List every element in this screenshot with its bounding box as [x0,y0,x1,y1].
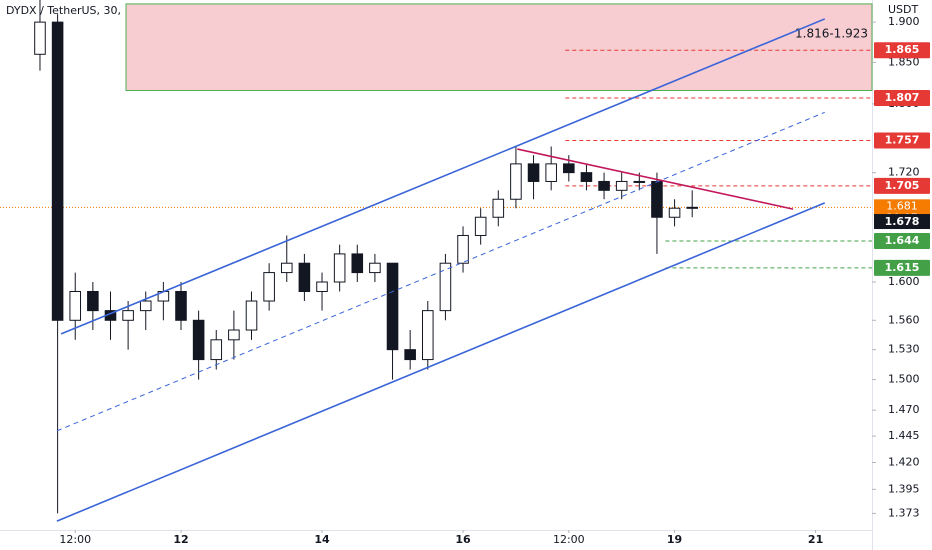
y-tick-label: 1.373 [888,506,920,519]
candle-body [510,163,522,200]
y-tick-label: 1.470 [888,403,920,416]
y-tick-label: 1.560 [888,313,920,326]
y-tick-label: 1.600 [888,275,920,288]
candle-body [316,281,328,292]
level-badge-label: 1.807 [885,91,920,104]
price-badge-label: 1.681 [886,199,918,212]
level-badge [874,90,930,107]
candle-body [474,216,487,236]
candle-body [298,262,311,292]
y-tick-label: 1.500 [888,373,920,386]
candle-body [615,180,628,191]
y-tick-label: 1.395 [888,482,920,495]
candle-body [333,253,346,283]
candle-body [263,272,275,302]
candle-body [51,21,64,321]
candle-body [580,172,593,182]
candle-body [351,253,364,274]
candle-body [404,349,416,361]
level-badge [874,42,930,59]
candle-body [228,329,240,341]
trendline [60,18,826,335]
level-badge-label: 1.757 [885,133,920,146]
candle-body [139,300,152,312]
x-tick-label: 12:00 [553,533,585,546]
zone-label: 1.816-1.923 [795,26,868,40]
candle-body [210,339,223,361]
candle-body [34,21,46,55]
trendline [56,111,825,432]
x-tick-label: 21 [808,533,823,546]
level-badge [874,232,930,249]
candle-body [175,290,187,321]
candle-body [545,163,557,182]
candle-body [421,310,434,361]
y-tick-label: 1.850 [888,55,920,68]
candle-body [492,198,505,218]
candle-body [192,319,205,361]
candle-body [686,206,698,209]
candle-body [633,180,646,183]
candle-body [245,300,258,331]
y-tick-label: 1.445 [888,429,920,442]
y-tick-label: 1.720 [888,166,920,179]
level-badge [874,177,930,194]
x-tick-label: 12 [173,533,188,546]
candle-body [122,310,134,321]
candle-body [651,180,663,218]
y-tick-label: 1.420 [888,455,920,468]
marker-badge-label: 1.678 [885,215,920,228]
candle-body [563,163,575,174]
candle-body [386,262,399,351]
level-badge-label: 1.865 [885,43,920,56]
x-tick-label: 14 [314,533,330,546]
candle-body [527,163,540,182]
level-badge-label: 1.644 [885,234,920,247]
y-tick-label: 1.530 [888,343,920,356]
candle-body [369,262,381,274]
candle-body [598,180,610,191]
x-tick-label: 12:00 [59,533,91,546]
axis-unit: USDT [888,3,919,16]
level-badge-label: 1.615 [885,261,920,274]
candle-body [439,262,452,312]
zone [125,3,873,92]
x-tick-label: 16 [455,533,471,546]
candle-body [457,234,469,264]
level-badge-label: 1.705 [885,179,920,192]
candle-body [69,290,82,321]
level-badge [874,259,930,276]
marker-badge [874,214,930,230]
level-badge [874,132,930,149]
x-tick-label: 19 [667,533,682,546]
trendline [56,202,826,522]
candle-body [280,262,293,274]
candle-body [87,290,99,312]
trendline [517,148,794,210]
y-tick-label: 1.900 [888,15,920,28]
candle-body [668,207,681,218]
